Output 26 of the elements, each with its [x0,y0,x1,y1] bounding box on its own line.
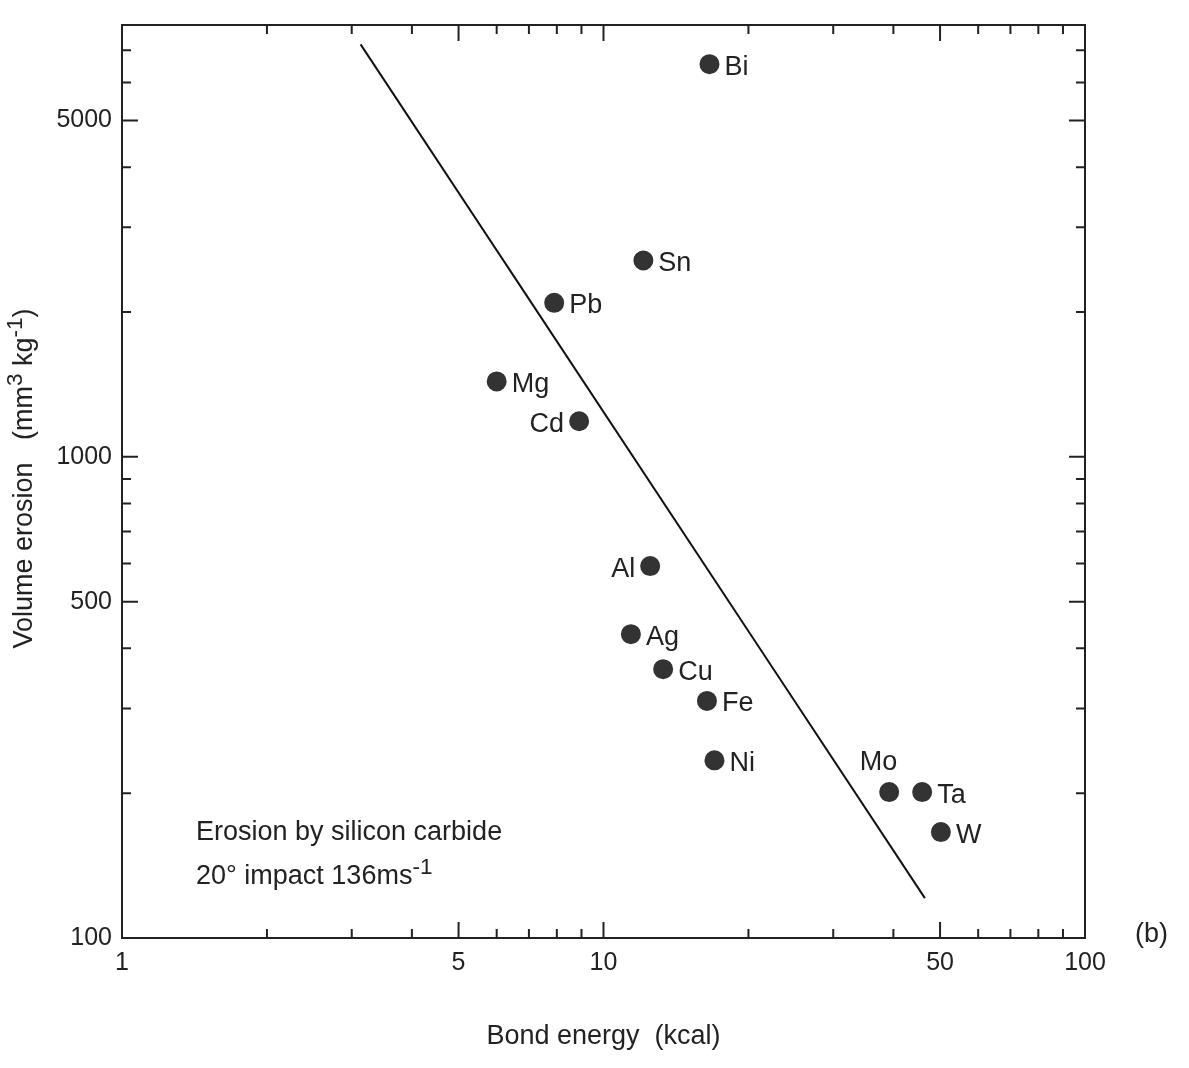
annotation: Ni [729,746,755,777]
annotation: Bi [724,50,749,81]
y-tick-label: 1000 [56,440,112,469]
x-tick-label: 1 [115,946,129,975]
x-axis-title: Bond energy (kcal) [485,1020,722,1051]
annotation: Erosion by silicon carbide [196,816,503,847]
annotation: W [955,818,982,849]
annotation: 20° impact 136ms$^{-1}$ [196,854,433,891]
y-tick-label: 5000 [56,104,112,133]
text: (b) [1135,918,1168,949]
annotation: Ta [937,778,967,809]
annotation: Fe [721,687,754,718]
annotation: Cd [529,407,565,438]
x-tick-label: 100 [1064,946,1106,975]
x-tick-label: 10 [589,946,618,975]
x-tick-label: 5 [451,946,466,975]
annotation: Pb [569,289,603,320]
annotation: Ag [645,620,679,651]
annotation: Sn [658,246,692,277]
y-tick-label: 500 [70,585,112,614]
annotation: Mo [859,745,898,776]
annotation: Al [611,552,636,583]
annotation: Mg [511,367,550,398]
x-tick-label: 50 [926,946,954,975]
y-tick-label: 100 [70,921,112,950]
annotation: Cu [678,655,713,686]
